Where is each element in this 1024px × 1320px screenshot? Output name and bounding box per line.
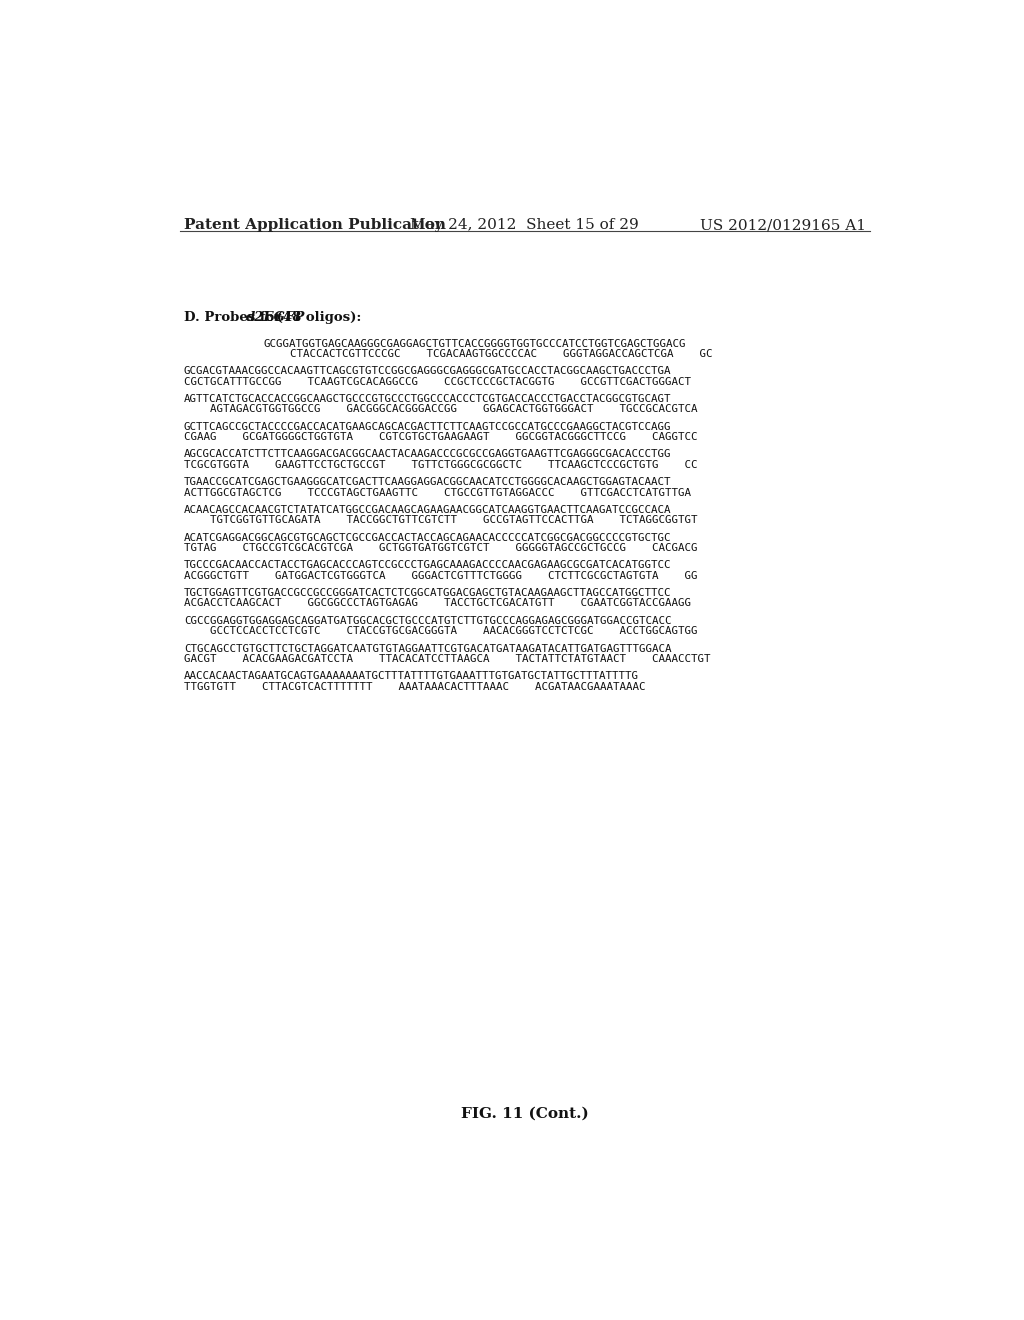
Text: CGCCGGAGGTGGAGGAGCAGGATGATGGCACGCTGCCCATGTCTTGTGCCCAGGAGAGCGGGATGGACCGTCACC: CGCCGGAGGTGGAGGAGCAGGATGATGGCACGCTGCCCAT… [183,615,672,626]
Text: ACGGGCTGTT    GATGGACTCGTGGGTCA    GGGACTCGTTTCTGGGG    CTCTTCGCGCTAGTGTA    GG: ACGGGCTGTT GATGGACTCGTGGGTCA GGGACTCGTTT… [183,570,697,581]
Text: D. Probes for: D. Probes for [183,312,286,323]
Text: ACATCGAGGACGGCAGCGTGCAGCTCGCCGACCACTACCAGCAGAACACCCCCATCGGCGACGGCCCCGTGCTGC: ACATCGAGGACGGCAGCGTGCAGCTCGCCGACCACTACCA… [183,533,672,543]
Text: GCCTCCACCTCCTCGTC    CTACCGTGCGACGGGTA    AACACGGGTCCTCTCGC    ACCTGGCAGTGG: GCCTCCACCTCCTCGTC CTACCGTGCGACGGGTA AACA… [183,626,697,636]
Text: GACGT    ACACGAAGACGATCCTA    TTACACATCCTTAAGCA    TACTATTCTATGTAACT    CAAACCTG: GACGT ACACGAAGACGATCCTA TTACACATCCTTAAGC… [183,653,711,664]
Text: TGAACCGCATCGAGCTGAAGGGCATCGACTTCAAGGAGGACGGCAACATCCTGGGGCACAAGCTGGAGTACAACT: TGAACCGCATCGAGCTGAAGGGCATCGACTTCAAGGAGGA… [183,478,672,487]
Text: Patent Application Publication: Patent Application Publication [183,218,445,232]
Text: TGTCGGTGTTGCAGATA    TACCGGCTGTTCGTCTT    GCCGTAGTTCCACTTGA    TCTAGGCGGTGT: TGTCGGTGTTGCAGATA TACCGGCTGTTCGTCTT GCCG… [183,515,697,525]
Text: CGAAG    GCGATGGGGCTGGTGTA    CGTCGTGCTGAAGAAGT    GGCGGTACGGGCTTCCG    CAGGTCC: CGAAG GCGATGGGGCTGGTGTA CGTCGTGCTGAAGAAG… [183,432,697,442]
Text: TGCCCGACAACCACTACCTGAGCACCCAGTCCGCCCTGAGCAAAGACCCCAACGAGAAGCGCGATCACATGGTCC: TGCCCGACAACCACTACCTGAGCACCCAGTCCGCCCTGAG… [183,561,672,570]
Text: ACTTGGCGTAGCTCG    TCCCGTAGCTGAAGTTC    CTGCCGTTGTAGGACCC    GTTCGACCTCATGTTGA: ACTTGGCGTAGCTCG TCCCGTAGCTGAAGTTC CTGCCG… [183,487,691,498]
Text: US 2012/0129165 A1: US 2012/0129165 A1 [699,218,866,232]
Text: TCGCGTGGTA    GAAGTTCCTGCTGCCGT    TGTTCTGGGCGCGGCTC    TTCAAGCTCCCGCTGTG    CC: TCGCGTGGTA GAAGTTCCTGCTGCCGT TGTTCTGGGCG… [183,459,697,470]
Text: CGCTGCATTTGCCGG    TCAAGTCGCACAGGCCG    CCGCTCCCGCTACGGTG    GCCGTTCGACTGGGACT: CGCTGCATTTGCCGG TCAAGTCGCACAGGCCG CCGCTC… [183,376,691,387]
Text: TGCTGGAGTTCGTGACCGCCGCCGGGATCACTCTCGGCATGGACGAGCTGTACAAGAAGCTTAGCCATGGCTTCC: TGCTGGAGTTCGTGACCGCCGCCGGGATCACTCTCGGCAT… [183,589,672,598]
Text: CTACCACTCGTTCCCGC    TCGACAAGTGGCCCCAC    GGGTAGGACCAGCTCGA    GC: CTACCACTCGTTCCCGC TCGACAAGTGGCCCCAC GGGT… [263,348,712,359]
Text: AGTAGACGTGGTGGCCG    GACGGGCACGGGACCGG    GGAGCACTGGTGGGACT    TGCCGCACGTCA: AGTAGACGTGGTGGCCG GACGGGCACGGGACCGG GGAG… [183,404,697,414]
Text: GCGGATGGTGAGCAAGGGCGAGGAGCTGTTCACCGGGGTGGTGCCCATCCTGGTCGAGCTGGACG: GCGGATGGTGAGCAAGGGCGAGGAGCTGTTCACCGGGGTG… [263,339,686,348]
Text: GCGACGTAAACGGCCACAAGTTCAGCGTGTCCGGCGAGGGCGAGGGCGATGCCACCTACGGCAAGCTGACCCTGA: GCGACGTAAACGGCCACAAGTTCAGCGTGTCCGGCGAGGG… [183,367,672,376]
Text: CTGCAGCCTGTGCTTCTGCTAGGATCAATGTGTAGGAATTCGTGACATGATAAGATACATTGATGAGTTTGGACA: CTGCAGCCTGTGCTTCTGCTAGGATCAATGTGTAGGAATT… [183,644,672,653]
Text: AGCGCACCATCTTCTTCAAGGACGACGGCAACTACAAGACCCGCGCCGAGGTGAAGTTCGAGGGCGACACCCTGG: AGCGCACCATCTTCTTCAAGGACGACGGCAACTACAAGAC… [183,449,672,459]
Text: FIG. 11 (Cont.): FIG. 11 (Cont.) [461,1107,589,1121]
Text: (48 oligos):: (48 oligos): [272,312,361,323]
Text: d2EGFP: d2EGFP [246,312,305,323]
Text: May 24, 2012  Sheet 15 of 29: May 24, 2012 Sheet 15 of 29 [411,218,639,232]
Text: AACCACAACTAGAATGCAGTGAAAAAAATGCTTTATTTTGTGAAATTTGTGATGCTATTGCTTTATTTTG: AACCACAACTAGAATGCAGTGAAAAAAATGCTTTATTTTG… [183,671,639,681]
Text: ACGACCTCAAGCACT    GGCGGCCCTAGTGAGAG    TACCTGCTCGACATGTT    CGAATCGGTACCGAAGG: ACGACCTCAAGCACT GGCGGCCCTAGTGAGAG TACCTG… [183,598,691,609]
Text: AGTTCATCTGCACCACCGGCAAGCTGCCCGTGCCCTGGCCCACCCTCGTGACCACCCTGACCTACGGCGTGCAGT: AGTTCATCTGCACCACCGGCAAGCTGCCCGTGCCCTGGCC… [183,395,672,404]
Text: GCTTCAGCCGCTACCCCGACCACATGAAGCAGCACGACTTCTTCAAGTCCGCCATGCCCGAAGGCTACGTCCAGG: GCTTCAGCCGCTACCCCGACCACATGAAGCAGCACGACTT… [183,422,672,432]
Text: TGTAG    CTGCCGTCGCACGTCGA    GCTGGTGATGGTCGTCT    GGGGGTAGCCGCTGCCG    CACGACG: TGTAG CTGCCGTCGCACGTCGA GCTGGTGATGGTCGTC… [183,543,697,553]
Text: TTGGTGTT    CTTACGTCACTTTTTTT    AAATAAACACTTTAAAC    ACGATAACGAAATAAAC: TTGGTGTT CTTACGTCACTTTTTTT AAATAAACACTTT… [183,681,645,692]
Text: ACAACAGCCACAACGTCTATATCATGGCCGACAAGCAGAAGAACGGCATCAAGGTGAACTTCAAGATCCGCCACA: ACAACAGCCACAACGTCTATATCATGGCCGACAAGCAGAA… [183,506,672,515]
